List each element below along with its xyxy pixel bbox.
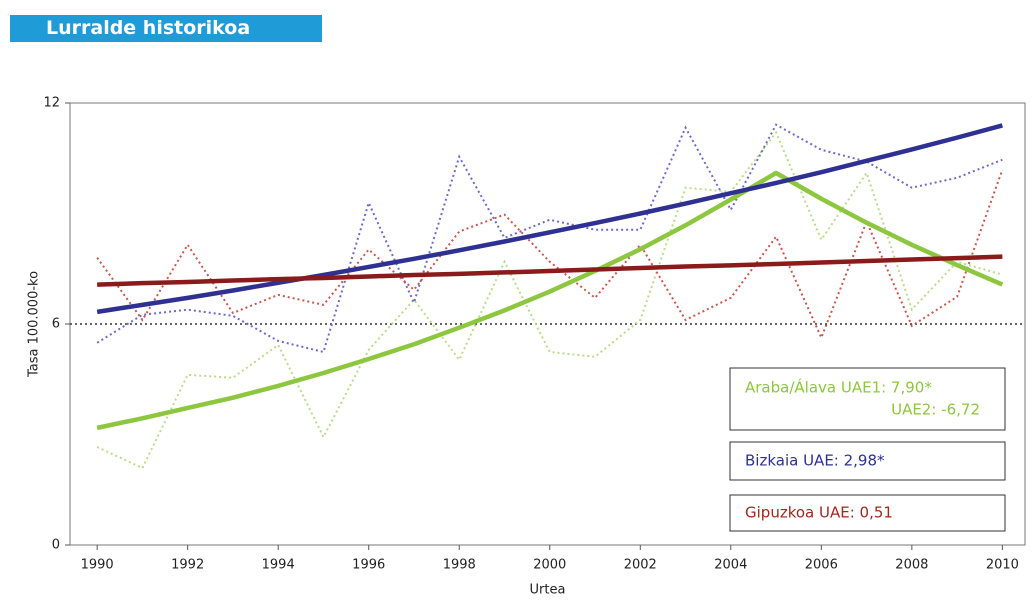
legend-text: UAE2: -6,72: [891, 401, 980, 419]
x-tick-label: 1994: [262, 558, 295, 573]
x-tick-label: 1990: [81, 558, 114, 573]
legend-box: [729, 441, 1006, 481]
x-tick-label: 2000: [533, 558, 566, 573]
legend-text: Araba/Álava UAE1: 7,90*: [745, 378, 932, 397]
trend-line: [97, 254, 1003, 287]
observed-line: [96, 130, 1003, 470]
observed-line: [96, 169, 1004, 341]
x-tick-label: 2006: [805, 558, 838, 573]
header-title: Lurralde historikoa: [10, 15, 322, 42]
trend-line: [96, 123, 1003, 315]
x-tick-label: 2002: [624, 558, 657, 573]
x-tick-label: 1996: [352, 558, 385, 573]
y-tick-label: 6: [52, 317, 60, 332]
y-axis-label: Tasa 100.000-ko: [27, 271, 42, 378]
y-tick-label: 0: [52, 538, 60, 553]
x-tick-label: 2004: [714, 558, 747, 573]
x-tick-label: 1998: [443, 558, 476, 573]
x-axis-label: Urtea: [530, 583, 566, 598]
legend-text: Gipuzkoa UAE: 0,51: [745, 504, 893, 522]
legend-text: Bizkaia UAE: 2,98*: [745, 452, 885, 470]
legend-box: [729, 494, 1006, 532]
y-tick-label: 12: [43, 96, 60, 111]
x-tick-label: 2010: [986, 558, 1019, 573]
observed-line: [96, 123, 1003, 354]
x-tick-label: 1992: [171, 558, 204, 573]
legend-box: [729, 367, 1006, 431]
x-tick-label: 2008: [895, 558, 928, 573]
trend-line: [96, 170, 1004, 431]
